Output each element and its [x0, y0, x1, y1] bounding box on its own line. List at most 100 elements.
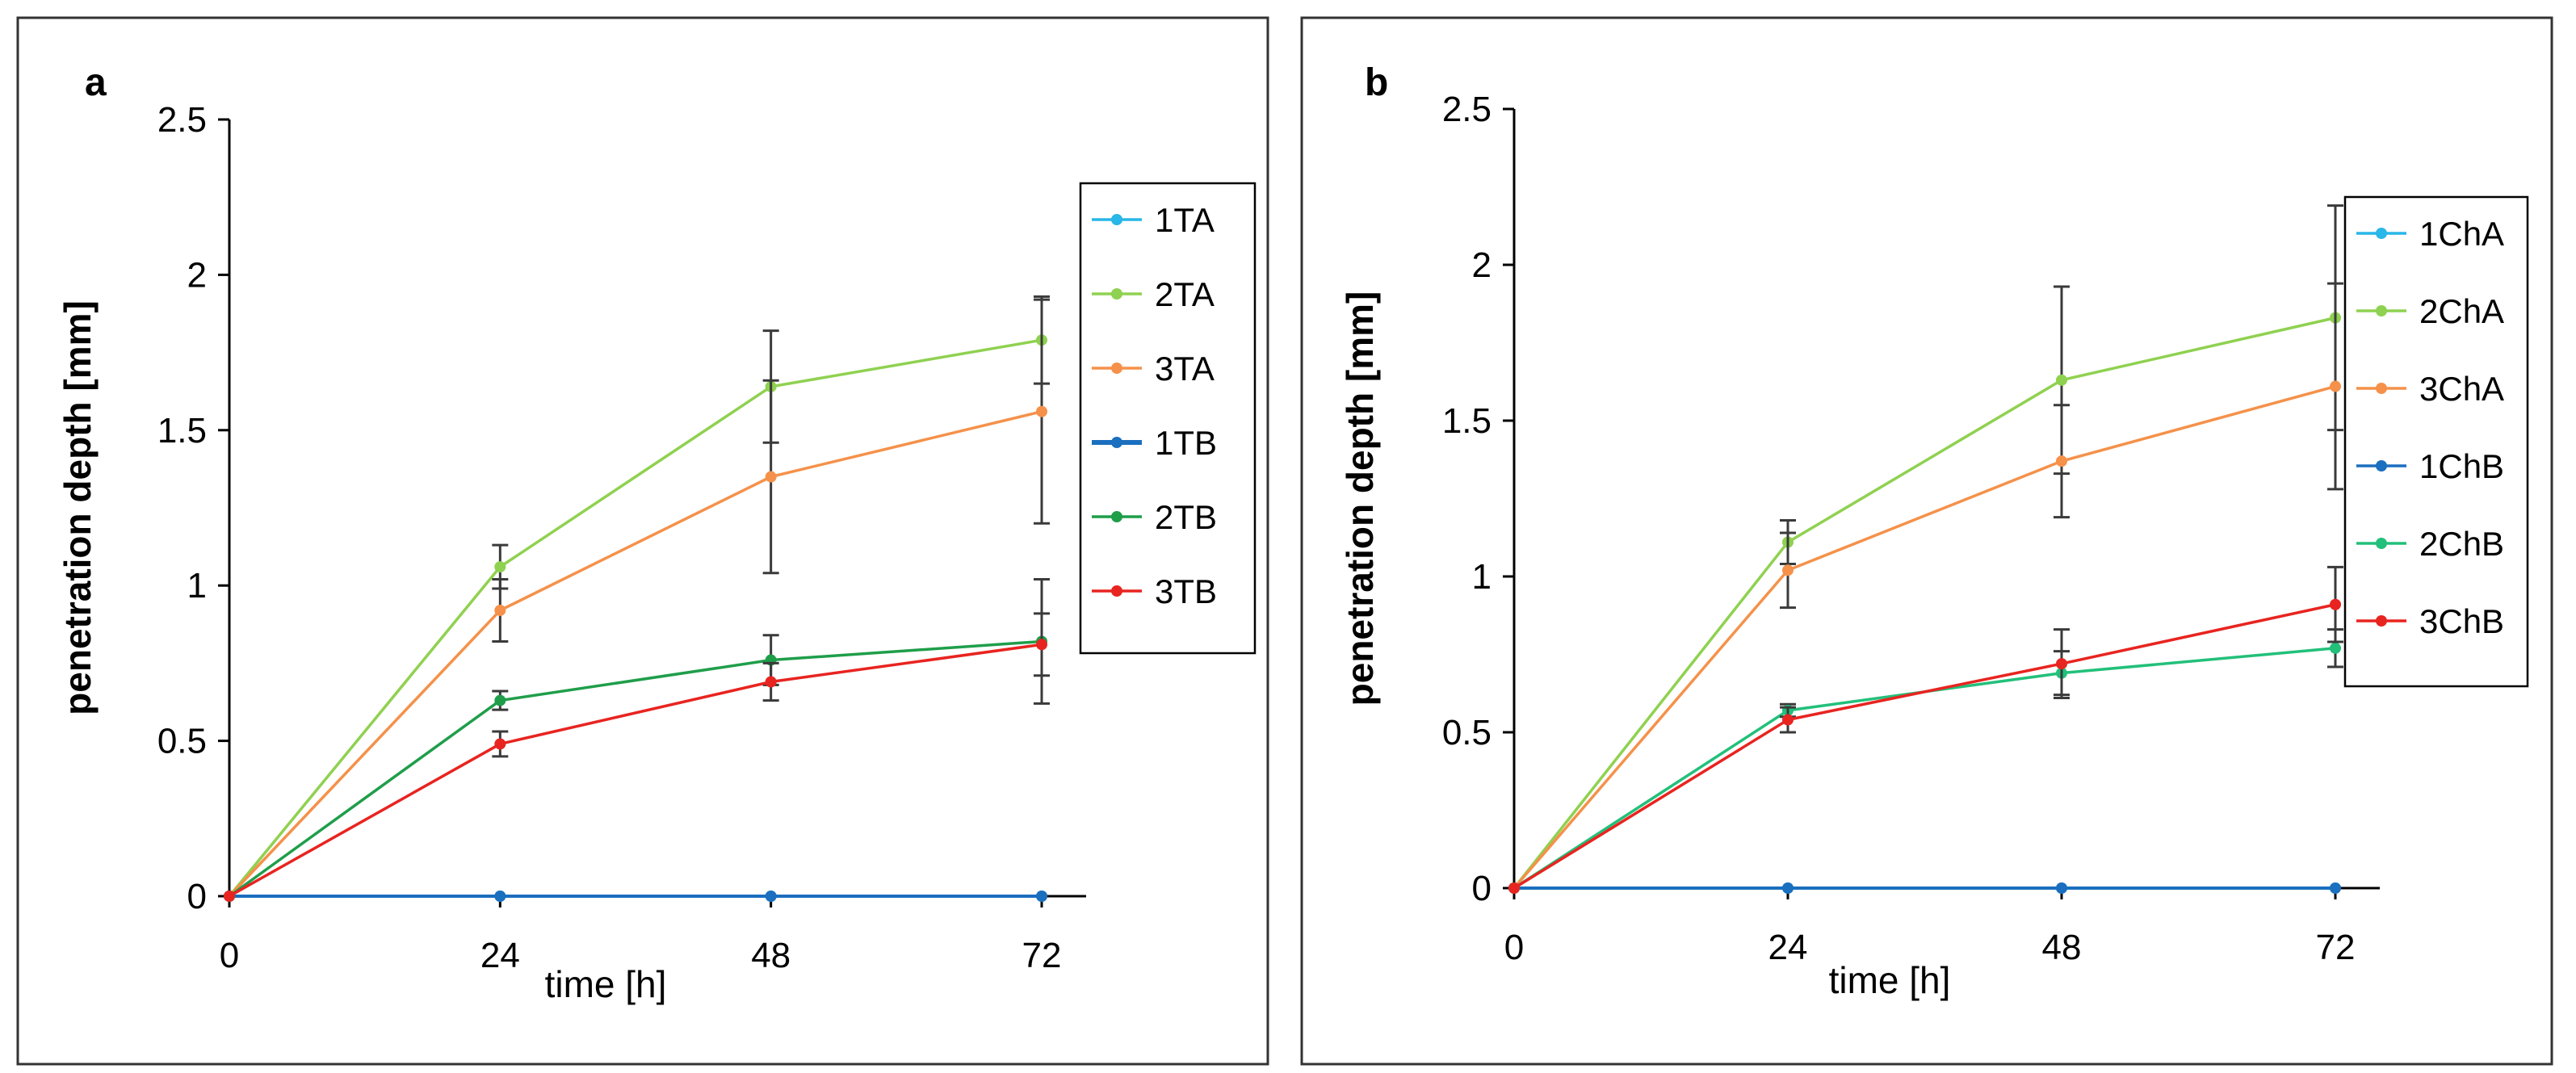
series-line — [228, 639, 1043, 898]
legend-box — [1079, 182, 1257, 655]
legend-label: 1ChA — [2419, 215, 2504, 253]
x-tick-label: 72 — [2316, 928, 2356, 967]
data-point — [1036, 891, 1047, 902]
data-point — [2056, 455, 2067, 467]
legend-swatch-marker — [2376, 615, 2387, 627]
x-axis-label: time [h] — [1829, 959, 1951, 1001]
legend-swatch-marker — [2376, 228, 2387, 239]
series-line — [229, 643, 1043, 898]
legend-label: 3TA — [1155, 350, 1215, 388]
data-point — [765, 676, 777, 688]
series-2ChB — [1508, 628, 2343, 894]
series-3TB — [224, 612, 1050, 902]
x-tick-label: 24 — [1768, 928, 1808, 967]
series-2TB — [224, 578, 1050, 902]
y-tick-label: 2.5 — [1442, 90, 1491, 129]
data-point — [494, 738, 506, 750]
legend-item: 1ChB — [2356, 447, 2504, 485]
chart-panel-b: b 0 0.5 1 1.5 2 2.5 0 24 48 72 time [h] penetration … — [1300, 16, 2553, 1066]
legend-swatch-marker — [1111, 437, 1122, 448]
legend-label: 2ChB — [2419, 525, 2504, 563]
y-axis-label: penetration depth [mm] — [57, 300, 99, 715]
legend-item: 2ChB — [2356, 525, 2504, 563]
data-point — [2330, 380, 2341, 392]
y-tick-label: 1 — [1472, 557, 1491, 597]
data-point — [1782, 882, 1794, 894]
series-line — [228, 338, 1043, 898]
data-point — [765, 891, 777, 902]
y-tick-label: 2 — [187, 255, 207, 295]
legend-swatch-marker — [2376, 305, 2387, 316]
data-point — [2056, 658, 2067, 670]
data-point — [494, 891, 506, 902]
y-axis-label: penetration depth [mm] — [1339, 291, 1381, 706]
legend-label: 3TB — [1155, 572, 1217, 610]
chart-panel-a: a 0 0.5 1 1.5 2 2.5 0 24 48 72 time [h] penetration … — [16, 16, 1269, 1066]
y-tick-label: 0.5 — [1442, 713, 1491, 752]
data-point — [1036, 405, 1047, 417]
legend: 1TA 2TA 3TA 1TB 2TB 3TB — [1079, 182, 1257, 655]
legend-box — [2343, 195, 2529, 688]
y-tick-label: 0.5 — [157, 722, 207, 761]
series-line — [1513, 603, 2336, 890]
y-tick-label: 1 — [187, 566, 207, 606]
legend-swatch-marker — [1111, 214, 1122, 225]
data-point — [2056, 882, 2067, 894]
data-point — [1782, 564, 1794, 576]
x-tick-label: 0 — [1504, 928, 1524, 967]
legend-item: 2ChA — [2356, 292, 2504, 330]
series-3ChA — [1508, 282, 2343, 894]
x-tick-label: 24 — [480, 936, 520, 975]
data-point — [765, 471, 777, 483]
legend-swatch-marker — [2376, 460, 2387, 472]
legend-swatch-marker — [1111, 511, 1122, 522]
legend-item: 1ChA — [2356, 215, 2504, 253]
data-point — [494, 561, 506, 573]
legend-label: 3ChB — [2419, 602, 2504, 640]
data-point — [2330, 642, 2341, 654]
y-tick-label: 1.5 — [157, 411, 207, 451]
panel-frame — [16, 16, 1269, 1066]
data-point — [2330, 598, 2341, 610]
legend-item: 1TB — [1092, 424, 1217, 462]
legend-swatch-marker — [2376, 538, 2387, 549]
y-tick-label: 0 — [187, 877, 207, 916]
legend-item: 3ChB — [2356, 602, 2504, 640]
series-2ChA — [1508, 204, 2343, 894]
legend: 1ChA 2ChA 3ChA 1ChB 2ChB 3ChB — [2343, 195, 2529, 688]
legend-label: 3ChA — [2419, 370, 2504, 408]
data-point — [2056, 374, 2067, 386]
series-line — [1512, 316, 2336, 890]
legend-item: 3TA — [1092, 350, 1215, 388]
y-tick-label: 2.5 — [157, 100, 207, 140]
legend-label: 1ChB — [2419, 447, 2504, 485]
x-axis-label: time [h] — [545, 963, 667, 1005]
y-tick-label: 2 — [1472, 245, 1491, 285]
y-tick-label: 0 — [1472, 869, 1491, 908]
series-line — [228, 410, 1043, 898]
series-line — [1513, 647, 2336, 890]
legend-item: 3ChA — [2356, 370, 2504, 408]
data-point — [224, 891, 235, 902]
legend-swatch-marker — [1111, 363, 1122, 374]
data-point — [2330, 882, 2341, 894]
x-tick-label: 0 — [220, 936, 239, 975]
legend-label: 1TA — [1155, 201, 1215, 239]
x-tick-label: 72 — [1022, 936, 1062, 975]
series-3TA — [224, 298, 1050, 902]
legend-swatch-marker — [1111, 585, 1122, 597]
series-3ChB — [1508, 565, 2343, 894]
panel-label: b — [1365, 61, 1388, 104]
legend-swatch-marker — [2376, 383, 2387, 394]
data-point — [494, 604, 506, 616]
legend-item: 2TB — [1092, 498, 1217, 536]
legend-label: 2ChA — [2419, 292, 2504, 330]
panel-label: a — [85, 61, 107, 104]
series-1ChB — [1508, 882, 2341, 894]
x-tick-label: 48 — [751, 936, 791, 975]
series-line — [1512, 384, 2336, 890]
legend-label: 1TB — [1155, 424, 1217, 462]
y-tick-label: 1.5 — [1442, 401, 1491, 441]
panel-frame — [1300, 16, 2553, 1066]
